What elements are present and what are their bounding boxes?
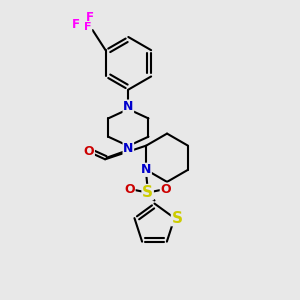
Text: F: F — [84, 22, 92, 32]
Text: O: O — [84, 145, 94, 158]
Text: N: N — [123, 100, 134, 113]
Text: S: S — [172, 211, 182, 226]
Text: O: O — [124, 183, 135, 196]
Text: O: O — [160, 183, 171, 196]
Text: F: F — [85, 11, 93, 23]
Text: N: N — [141, 163, 151, 176]
Text: N: N — [123, 142, 134, 155]
Text: F: F — [71, 18, 80, 31]
Text: S: S — [142, 184, 153, 200]
